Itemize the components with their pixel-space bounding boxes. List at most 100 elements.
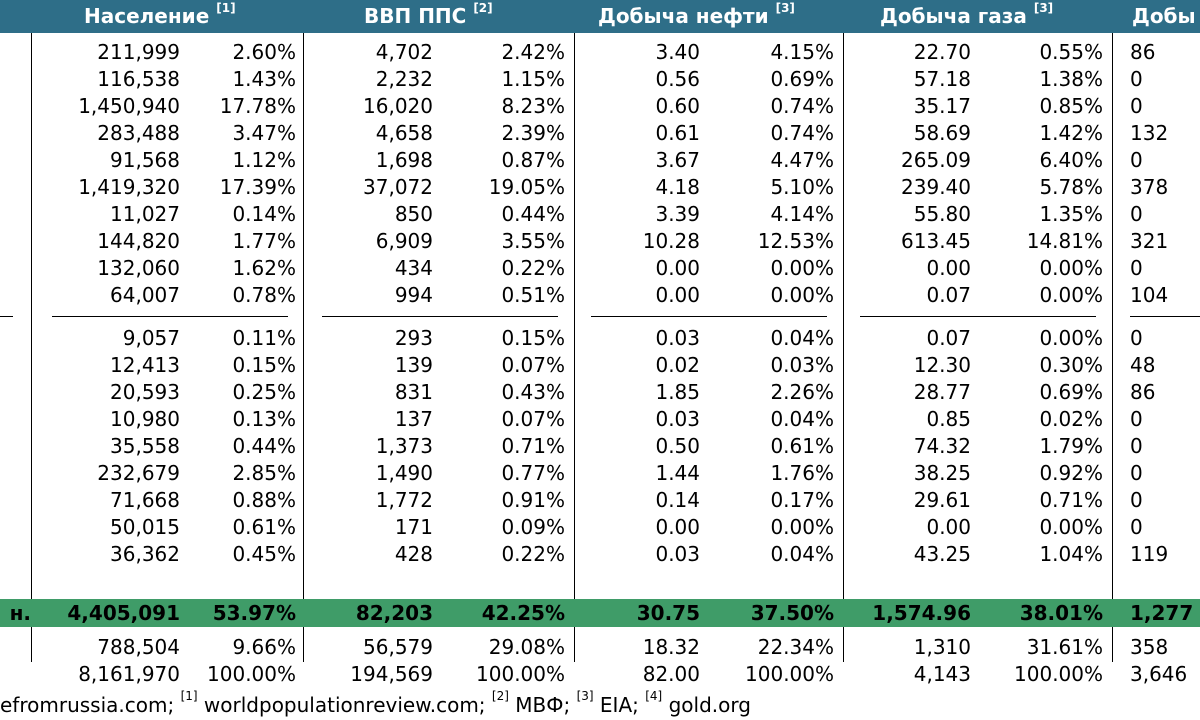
table-row: 91,568 1.12% 1,698 0.87% 3.67 4.47% 265.09 6.40… [0,147,1200,174]
source-text-0: efromrussia.com; [0,693,181,717]
cell-gdp-share: 0.09% [501,515,565,539]
cell-gdp-share: 0.22% [501,542,565,566]
cell-gdp-share: 0.91% [501,488,565,512]
header-gas-label: Добыча газа [880,4,1027,28]
cell-gas-share: 1.42% [1039,121,1103,145]
cell-gdp-share: 0.15% [501,326,565,350]
cell-oil: 0.60 [655,94,700,118]
cell-gdp: 831 [394,380,433,404]
cell-last: 0 [1130,67,1143,91]
cell-oil-share: 0.04% [770,542,834,566]
cell-gdp-share: 0.07% [501,407,565,431]
cell-gdp-share: 3.55% [501,229,565,253]
cell-oil: 0.56 [655,67,700,91]
group-separator [52,316,288,317]
cell-oil-share: 0.74% [770,121,834,145]
cell-population-share: 1.12% [232,148,296,172]
cell-oil-share: 0.17% [770,488,834,512]
cell-gdp: 1,772 [375,488,433,512]
cell-gdp-share: 0.51% [501,283,565,307]
cell-population: 1,450,940 [78,94,180,118]
table-row: 788,504 9.66% 56,579 29.08% 18.32 22.34% 1,310… [0,634,1200,661]
table-row: 144,820 1.77% 6,909 3.55% 10.28 12.53% 613.45 1… [0,228,1200,255]
cell-gas: 12.30 [913,353,971,377]
cell-population-share: 0.61% [232,515,296,539]
column-border [31,33,32,662]
column-border [1112,33,1113,662]
cell-gdp: 434 [394,256,433,280]
cell-last: 358 [1130,635,1169,659]
cell-gas-share: 0.00% [1039,283,1103,307]
cell-oil: 4.18 [655,175,700,199]
total-row: н. 4,405,091 53.97% 82,203 42.25% 30.75 … [0,599,1200,627]
group-separator [591,316,827,317]
total-last: 1,277 [1130,601,1194,625]
cell-population-share: 2.60% [232,40,296,64]
cell-population-share: 1.62% [232,256,296,280]
table-row: 1,419,320 17.39% 37,072 19.05% 4.18 5.10% 239.… [0,174,1200,201]
source-text-1: worldpopulationreview.com; [197,693,492,717]
cell-population: 71,668 [110,488,180,512]
cell-population: 35,558 [110,434,180,458]
cell-gdp: 139 [394,353,433,377]
table-row: 116,538 1.43% 2,232 1.15% 0.56 0.69% 57.18 1.38… [0,66,1200,93]
total-gas-share: 38.01% [1019,601,1103,625]
cell-gdp: 1,373 [375,434,433,458]
cell-population: 50,015 [110,515,180,539]
cell-population-share: 0.11% [232,326,296,350]
cell-gas: 0.07 [926,326,971,350]
cell-population-share: 0.14% [232,202,296,226]
cell-population: 283,488 [97,121,180,145]
cell-gdp: 994 [394,283,433,307]
cell-gas: 0.00 [926,256,971,280]
cell-oil: 82.00 [642,662,700,686]
total-row-background [0,599,1200,627]
source-ref-4: [4] [645,689,663,703]
cell-gas-share: 0.02% [1039,407,1103,431]
cell-population: 91,568 [110,148,180,172]
cell-last: 86 [1130,380,1156,404]
cell-gas-share: 1.38% [1039,67,1103,91]
total-population-share: 53.97% [212,601,296,625]
cell-gdp: 1,490 [375,461,433,485]
cell-gdp-share: 0.71% [501,434,565,458]
cell-last: 0 [1130,461,1143,485]
cell-oil-share: 22.34% [757,635,834,659]
cell-population-share: 0.44% [232,434,296,458]
cell-population-share: 0.13% [232,407,296,431]
table-row: 283,488 3.47% 4,658 2.39% 0.61 0.74% 58.69 1.42… [0,120,1200,147]
cell-population: 64,007 [110,283,180,307]
cell-gas: 0.00 [926,515,971,539]
cell-gdp-share: 0.44% [501,202,565,226]
cell-oil: 3.67 [655,148,700,172]
cell-last: 0 [1130,434,1143,458]
total-population: 4,405,091 [67,601,180,625]
cell-last: 48 [1130,353,1156,377]
cell-last: 104 [1130,283,1169,307]
cell-population: 211,999 [97,40,180,64]
cell-gas-share: 1.35% [1039,202,1103,226]
cell-population-share: 0.45% [232,542,296,566]
table-row: 232,679 2.85% 1,490 0.77% 1.44 1.76% 38.25 0.92… [0,460,1200,487]
cell-oil: 0.02 [655,353,700,377]
cell-gas-share: 0.69% [1039,380,1103,404]
cell-oil: 0.14 [655,488,700,512]
cell-population-share: 0.78% [232,283,296,307]
source-text-3: EIA; [593,693,646,717]
cell-population-share: 17.78% [219,94,296,118]
cell-last: 86 [1130,40,1156,64]
cell-gdp-share: 1.15% [501,67,565,91]
cell-gas-share: 0.85% [1039,94,1103,118]
cell-last: 0 [1130,148,1143,172]
cell-gas: 613.45 [901,229,971,253]
total-oil-share: 37.50% [750,601,834,625]
cell-gdp: 37,072 [363,175,433,199]
cell-gas: 57.18 [913,67,971,91]
total-label: н. [9,601,31,625]
source-ref-1: [1] [180,689,198,703]
cell-oil-share: 0.00% [770,283,834,307]
cell-gdp-share: 0.87% [501,148,565,172]
header-oil: Добыча нефти [3] [598,0,795,33]
cell-gdp-share: 0.77% [501,461,565,485]
cell-gdp: 428 [394,542,433,566]
